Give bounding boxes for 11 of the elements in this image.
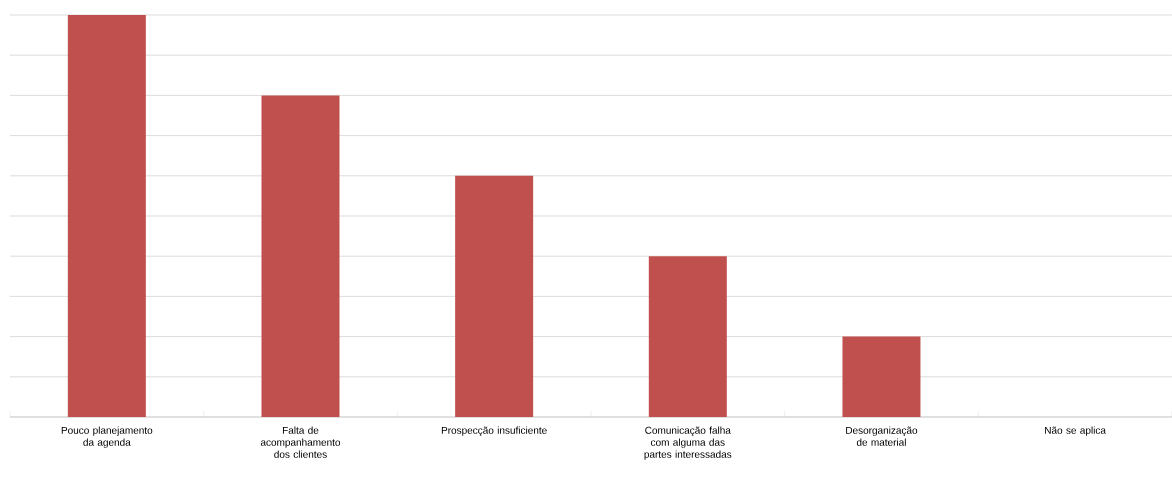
x-tick-label: Prospecção insuficiente — [441, 426, 547, 436]
x-tick-label: Falta de acompanhamento dos clientes — [260, 426, 341, 458]
bar — [455, 175, 534, 417]
x-tick-label: Comunicação falha com alguma das partes interessadas — [644, 426, 732, 460]
bar — [261, 95, 340, 417]
bar — [842, 336, 921, 417]
bar — [67, 15, 146, 417]
x-tick-label: Não se aplica — [1045, 426, 1106, 436]
bar — [648, 256, 727, 417]
x-tick-label: Desorganização de material — [846, 426, 918, 446]
x-tick-label: Pouco planejamento da agenda — [61, 426, 153, 448]
